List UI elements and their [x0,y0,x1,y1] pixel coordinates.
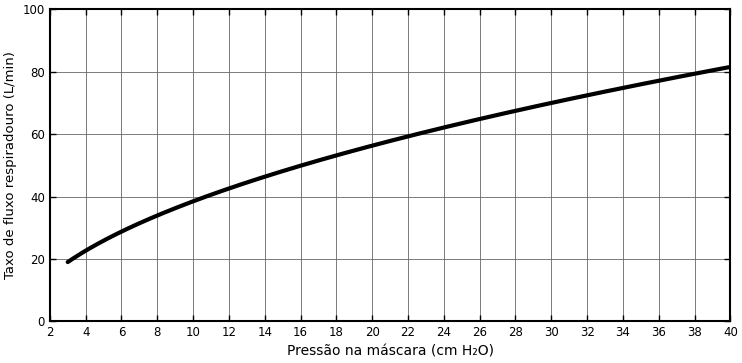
Y-axis label: Taxo de fluxo respiradouro (L/min): Taxo de fluxo respiradouro (L/min) [4,51,17,279]
X-axis label: Pressão na máscara (cm H₂O): Pressão na máscara (cm H₂O) [286,345,493,359]
